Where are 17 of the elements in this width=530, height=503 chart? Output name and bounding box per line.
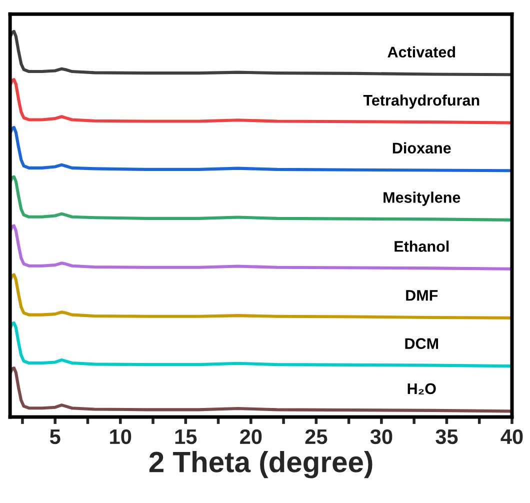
x-tick-label: 25 bbox=[305, 429, 328, 444]
series-label: DMF bbox=[406, 290, 438, 301]
x-tick-label: 20 bbox=[240, 429, 262, 444]
series-label: H₂O bbox=[408, 383, 436, 394]
series-label: Ethanol bbox=[394, 240, 449, 252]
series-label: Dioxane bbox=[392, 142, 451, 154]
series-label: Tetrahydrofuran bbox=[363, 94, 480, 109]
x-tick-label: 5 bbox=[50, 430, 60, 444]
x-tick-label: 40 bbox=[500, 429, 523, 444]
x-tick-label: 15 bbox=[175, 430, 197, 444]
x-tick-label: 10 bbox=[110, 429, 132, 444]
series-label: DCM bbox=[405, 338, 438, 349]
series-label: Activated bbox=[388, 46, 456, 58]
x-tick-label: 30 bbox=[370, 429, 392, 444]
series-label: Mesitylene bbox=[384, 192, 460, 206]
x-axis-title: 2 Theta (degree) bbox=[149, 450, 372, 478]
x-tick-label: 35 bbox=[436, 429, 458, 444]
